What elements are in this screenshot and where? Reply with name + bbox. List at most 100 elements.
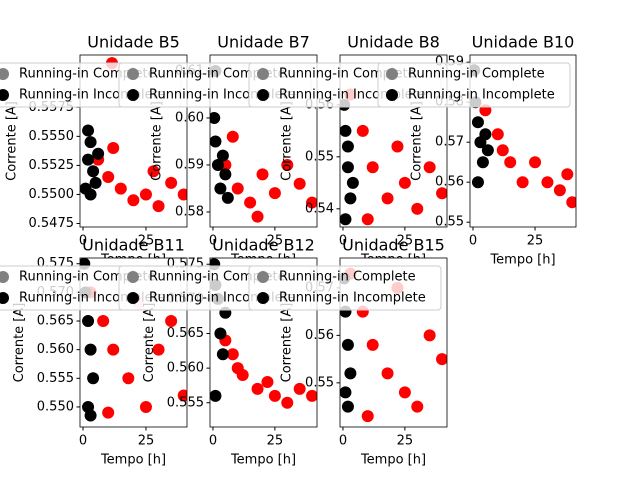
axes-frame xyxy=(209,257,318,428)
point xyxy=(82,124,95,137)
point xyxy=(541,176,554,189)
x-tick-label: 0 xyxy=(339,434,347,449)
point xyxy=(340,124,352,137)
x-tick-label: 25 xyxy=(267,234,284,249)
point xyxy=(340,386,352,399)
y-tick-label: 0.550 xyxy=(37,399,74,414)
point xyxy=(152,200,165,213)
point xyxy=(84,188,97,201)
point xyxy=(82,315,95,328)
point xyxy=(346,176,359,189)
point xyxy=(361,410,374,423)
y-axis-label: Corrente [A] xyxy=(410,101,425,181)
point xyxy=(152,343,165,356)
x-axis-label: Tempo [h] xyxy=(230,453,296,468)
point xyxy=(139,188,152,201)
legend-box xyxy=(377,62,571,108)
axes-frame xyxy=(339,257,448,428)
subplot-title: Unidade B8 xyxy=(347,33,440,52)
point xyxy=(366,161,379,174)
point xyxy=(226,348,239,361)
point xyxy=(87,372,100,385)
point xyxy=(481,144,494,157)
y-tick-label: 0.5475 xyxy=(29,216,75,231)
point xyxy=(356,124,369,137)
x-tick-label: 25 xyxy=(397,434,414,449)
y-tick-label: 0.58 xyxy=(175,204,204,219)
x-tick-label: 0 xyxy=(469,234,477,249)
point xyxy=(210,111,221,124)
point xyxy=(268,389,281,402)
point xyxy=(210,135,222,148)
x-tick-label: 0 xyxy=(339,234,347,249)
x-axis-label: Tempo [h] xyxy=(100,453,166,468)
point xyxy=(344,367,357,380)
point xyxy=(256,168,269,181)
point xyxy=(411,202,424,215)
subplot: 0.550.560.57025Tempo [h]Corrente [A]Unid… xyxy=(248,236,448,468)
y-tick-label: 0.56 xyxy=(305,328,334,343)
point xyxy=(306,389,317,402)
x-tick-label: 0 xyxy=(79,434,87,449)
point xyxy=(366,338,379,351)
point xyxy=(436,353,447,366)
point xyxy=(281,158,294,171)
legend-marker xyxy=(127,89,139,101)
point xyxy=(127,194,140,207)
legend-label: Running-in Complete xyxy=(279,270,416,285)
subplot-title: Unidade B11 xyxy=(82,236,185,255)
point xyxy=(92,147,105,160)
point xyxy=(341,161,354,174)
y-tick-label: 0.55 xyxy=(435,215,464,230)
legend-marker xyxy=(0,89,9,101)
subplot-title: Unidade B5 xyxy=(87,33,180,52)
legend-label: Running-in Incomplete xyxy=(279,291,426,306)
point xyxy=(165,176,178,189)
point xyxy=(244,196,257,209)
legend-marker xyxy=(386,68,398,80)
point xyxy=(214,182,227,195)
subplot-title: Unidade B10 xyxy=(472,33,575,52)
axes-frame xyxy=(339,54,448,228)
point xyxy=(436,187,447,200)
point xyxy=(219,168,232,181)
point xyxy=(261,375,274,388)
point xyxy=(251,382,264,395)
axes-frame xyxy=(469,54,577,228)
y-tick-label: 0.55 xyxy=(305,149,334,164)
y-tick-label: 0.565 xyxy=(37,314,74,329)
subplot-title: Unidade B7 xyxy=(217,33,310,52)
point xyxy=(107,141,120,154)
x-axis-label: Tempo [h] xyxy=(489,253,555,268)
y-tick-label: 0.56 xyxy=(435,175,464,190)
point xyxy=(381,367,394,380)
point xyxy=(398,176,411,189)
point xyxy=(139,400,152,413)
point xyxy=(147,165,160,178)
point xyxy=(114,182,127,195)
y-tick-label: 0.560 xyxy=(167,361,204,376)
y-tick-label: 0.5525 xyxy=(29,158,75,173)
legend-marker xyxy=(0,68,9,80)
point xyxy=(491,128,504,141)
axes-frame xyxy=(209,54,318,228)
y-tick-label: 0.59 xyxy=(175,157,204,172)
x-tick-label: 0 xyxy=(209,234,217,249)
point xyxy=(496,144,509,157)
y-axis-label: Corrente [A] xyxy=(280,101,295,181)
point xyxy=(122,372,135,385)
point xyxy=(177,188,187,201)
axes-frame xyxy=(79,257,188,428)
point xyxy=(423,161,436,174)
point xyxy=(281,396,294,409)
legend-marker xyxy=(257,292,269,304)
y-axis-label: Corrente [A] xyxy=(12,303,27,383)
point xyxy=(216,348,229,361)
point xyxy=(340,213,352,226)
point xyxy=(165,315,178,328)
legend-marker xyxy=(386,89,398,101)
point xyxy=(341,140,354,153)
point xyxy=(251,210,264,223)
y-tick-label: 0.560 xyxy=(37,342,74,357)
